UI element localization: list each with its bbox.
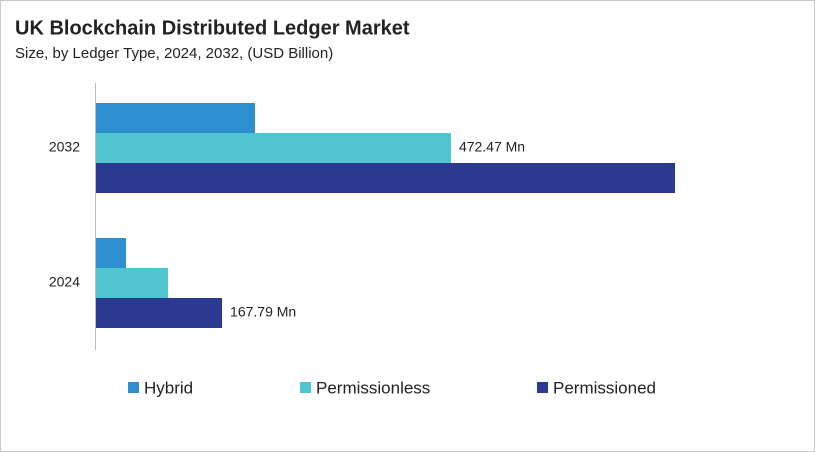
legend-swatch	[300, 382, 311, 393]
y-tick-label: 2032	[49, 139, 80, 155]
bar	[96, 133, 451, 163]
bar	[96, 103, 255, 133]
bar	[96, 268, 168, 298]
legend-swatch	[537, 382, 548, 393]
y-tick-label: 2024	[49, 274, 80, 290]
legend-swatch	[128, 382, 139, 393]
chart-title: UK Blockchain Distributed Ledger Market	[15, 17, 410, 39]
data-label: 167.79 Mn	[230, 304, 296, 320]
data-label: 472.47 Mn	[459, 139, 525, 155]
bar	[96, 163, 675, 193]
legend-label: Permissioned	[553, 378, 656, 397]
chart-subtitle: Size, by Ledger Type, 2024, 2032, (USD B…	[15, 45, 333, 62]
bar	[96, 238, 127, 268]
legend-label: Hybrid	[144, 378, 193, 397]
legend-label: Permissionless	[316, 378, 430, 397]
bar	[96, 298, 223, 328]
